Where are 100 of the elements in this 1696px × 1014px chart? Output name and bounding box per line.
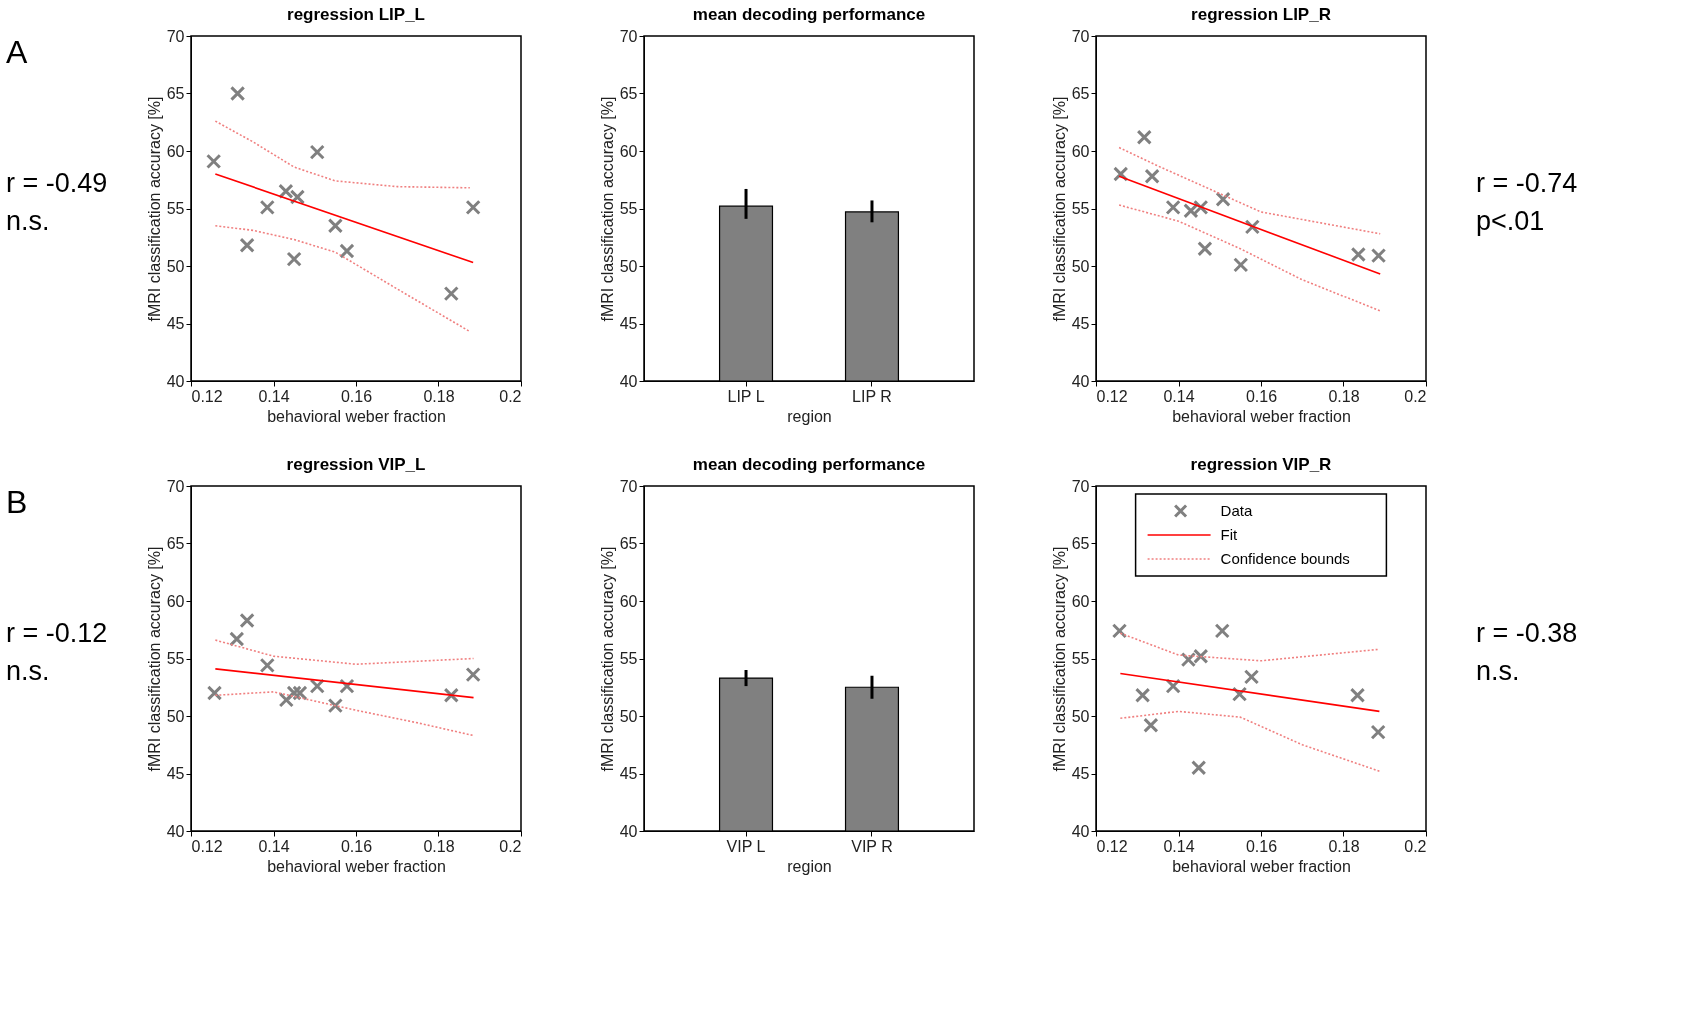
y-tick-label: 65 [166,85,185,102]
y-tick-label: 65 [619,535,638,552]
x-tick-label: LIP L [727,387,765,405]
x-tick-label: 0.2 [499,387,522,405]
y-axis-title: fMRI classification accuracy [%] [1050,96,1068,322]
chart-title: regression VIP_R [1190,455,1332,474]
line-series [1118,146,1382,235]
x-tick-label: LIP R [852,387,892,405]
y-tick-label: 45 [619,765,638,782]
y-tick-label: 50 [166,257,185,275]
x-tick-label: 0.2 [1404,387,1427,405]
x-tick-label: 0.18 [1328,387,1360,405]
x-tick-label: 0.14 [1163,837,1195,855]
x-tick-label: 0.12 [1096,837,1128,855]
chart-title: regression LIP_L [287,5,425,24]
x-tick-label: 0.16 [1245,837,1278,855]
x-tick-label: 0.16 [340,387,373,405]
y-tick-label: 40 [619,822,638,840]
y-tick-label: 40 [166,372,185,390]
x-tick-label: 0.12 [1096,387,1128,405]
legend-label: Data [1220,502,1253,519]
y-tick-label: 55 [1071,650,1090,667]
line-series [214,120,471,189]
x-axis-title: behavioral weber fraction [1172,857,1351,875]
y-tick-label: 65 [166,535,185,552]
x-tick-label: 0.16 [340,837,373,855]
x-tick-label: 0.18 [423,837,455,855]
line-series [1119,632,1381,662]
y-axis-title: fMRI classification accuracy [%] [598,96,616,322]
y-tick-label: 45 [1071,765,1090,782]
chart-title: mean decoding performance [692,455,926,474]
y-tick-label: 60 [1071,592,1090,610]
y-axis-title: fMRI classification accuracy [%] [145,546,163,772]
x-tick-label: 0.14 [258,837,290,855]
text: r = -0.38 [1476,618,1578,649]
y-tick-label: 55 [166,650,185,667]
y-axis-title: fMRI classification accuracy [%] [598,546,616,772]
chart-title: regression VIP_L [286,455,426,474]
y-tick-label: 65 [619,85,638,102]
y-tick-label: 55 [619,650,638,667]
y-tick-label: 40 [1071,822,1090,840]
x-axis-title: behavioral weber fraction [267,857,446,875]
y-tick-label: 45 [1071,315,1090,332]
y-tick-label: 50 [1071,257,1090,275]
text: r = -0.49 [6,168,108,199]
text: r = -0.12 [6,618,108,649]
y-tick-label: 40 [619,372,638,390]
x-tick-label: 0.12 [191,387,223,405]
y-tick-label: 60 [619,592,638,610]
line-series [1119,710,1381,772]
y-tick-label: 55 [1071,200,1090,217]
legend-label: Fit [1220,526,1239,543]
text: p<.01 [1476,206,1545,237]
x-axis-title: behavioral weber fraction [1172,407,1351,425]
line-series [214,639,475,666]
x-tick-label: 0.14 [1163,387,1195,405]
chart-title: regression LIP_R [1191,5,1331,24]
y-tick-label: 50 [619,257,638,275]
y-tick-label: 65 [1071,535,1090,552]
x-tick-label: VIP L [726,837,766,855]
y-axis-title: fMRI classification accuracy [%] [1050,546,1068,772]
line-series [214,224,471,333]
y-tick-label: 40 [166,822,185,840]
x-tick-label: 0.16 [1245,387,1278,405]
line-series [1118,204,1382,312]
y-tick-label: 70 [1071,477,1090,495]
y-tick-label: 50 [1071,707,1090,725]
y-tick-label: 55 [166,200,185,217]
y-tick-label: 45 [166,315,185,332]
x-axis-title: region [787,407,832,425]
x-tick-label: 0.2 [499,837,522,855]
y-tick-label: 45 [166,765,185,782]
x-tick-label: 0.18 [1328,837,1360,855]
y-tick-label: 60 [619,142,638,160]
x-axis-title: behavioral weber fraction [267,407,446,425]
y-tick-label: 60 [1071,142,1090,160]
y-axis-title: fMRI classification accuracy [%] [145,96,163,322]
text: n.s. [1476,656,1520,687]
y-tick-label: 50 [166,707,185,725]
y-tick-label: 70 [166,27,185,45]
legend-label: Confidence bounds [1220,550,1350,567]
y-tick-label: 60 [166,592,185,610]
text: r = -0.74 [1476,168,1578,199]
x-tick-label: 0.12 [191,837,223,855]
chart-title: mean decoding performance [692,5,926,24]
y-tick-label: 50 [619,707,638,725]
text: B [6,484,28,520]
text: n.s. [6,656,50,687]
x-tick-label: 0.18 [423,387,455,405]
line-series [214,691,475,737]
y-tick-label: 70 [619,477,638,495]
x-axis-title: region [787,857,832,875]
y-tick-label: 70 [166,477,185,495]
x-tick-label: 0.2 [1404,837,1427,855]
text: A [6,34,28,70]
y-tick-label: 65 [1071,85,1090,102]
y-tick-label: 60 [166,142,185,160]
y-tick-label: 45 [619,315,638,332]
y-tick-label: 70 [1071,27,1090,45]
text: n.s. [6,206,50,237]
